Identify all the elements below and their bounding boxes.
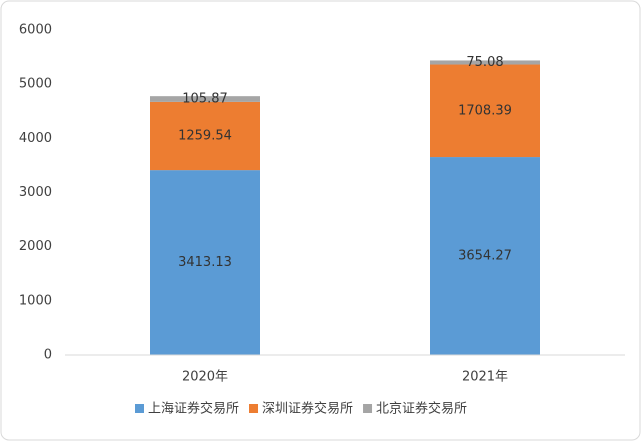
bar-segment [430,64,540,158]
legend-label: 北京证券交易所 [376,401,467,417]
legend-label: 深圳证券交易所 [262,401,353,417]
y-tick-label: 6000 [19,23,52,38]
data-label: 3654.27 [458,249,512,264]
y-tick-label: 4000 [19,131,52,146]
bar-segment [150,170,260,355]
data-label: 1708.39 [458,103,512,118]
bar-segment [150,96,260,102]
y-tick-label: 0 [44,348,52,363]
bar-segment [430,60,540,65]
bar-segment [150,101,260,171]
x-tick-label: 2021年 [462,370,508,385]
data-label: 75.08 [466,55,503,70]
legend-swatch [135,404,144,413]
y-tick-label: 5000 [19,77,52,92]
y-tick-label: 3000 [19,185,52,200]
data-label: 105.87 [182,92,228,107]
x-tick-label: 2020年 [182,370,228,385]
legend-label: 上海证券交易所 [148,401,239,417]
data-label: 1259.54 [178,129,232,144]
bar-segment [430,157,540,355]
data-label: 3413.13 [178,255,232,270]
y-tick-label: 2000 [19,239,52,254]
legend-swatch [249,404,259,413]
legend-swatch [363,404,373,413]
y-tick-label: 1000 [19,293,52,308]
